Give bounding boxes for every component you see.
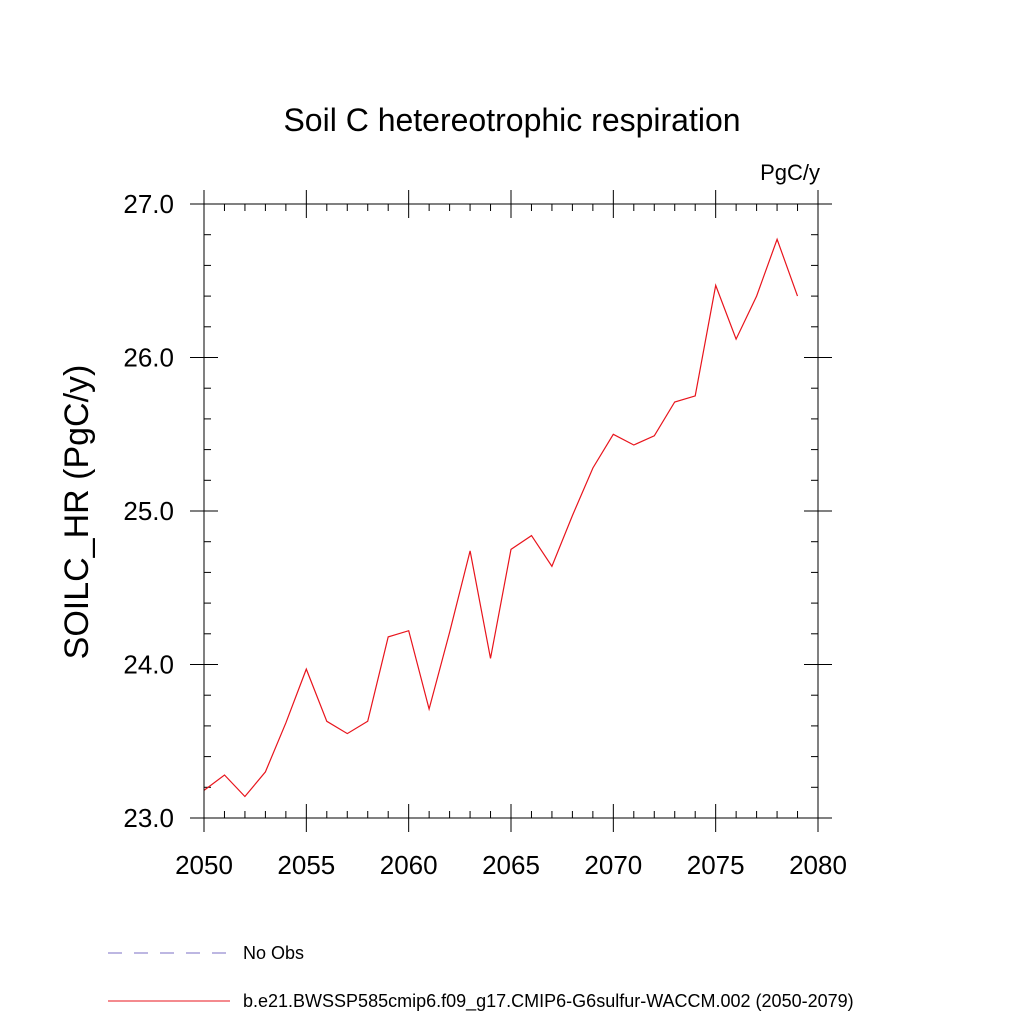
axis-tick-labels: 2050 2055 2060 2065 2070 2075 2080 23.0 24.0 25.0… xyxy=(123,189,847,880)
x-tick-label: 2050 xyxy=(175,850,233,880)
legend-label-series: b.e21.BWSSP585cmip6.f09_g17.CMIP6-G6sulf… xyxy=(243,991,854,1012)
x-tick-label: 2060 xyxy=(380,850,438,880)
x-tick-label: 2075 xyxy=(687,850,745,880)
legend: No Obs b.e21.BWSSP585cmip6.f09_g17.CMIP6… xyxy=(108,943,854,1012)
series-line xyxy=(203,237,799,798)
y-tick-label: 26.0 xyxy=(123,343,174,373)
y-tick-label: 27.0 xyxy=(123,189,174,219)
y-tick-label: 25.0 xyxy=(123,496,174,526)
y-axis-title: SOILC_HR (PgC/y) xyxy=(58,365,96,660)
units-label: PgC/y xyxy=(760,160,820,185)
plot-frame xyxy=(203,203,819,819)
axis-ticks xyxy=(190,190,832,832)
x-tick-label: 2055 xyxy=(277,850,335,880)
x-tick-label: 2070 xyxy=(584,850,642,880)
y-tick-label: 23.0 xyxy=(123,803,174,833)
x-tick-label: 2065 xyxy=(482,850,540,880)
legend-label-no-obs: No Obs xyxy=(243,943,304,963)
y-tick-label: 24.0 xyxy=(123,650,174,680)
x-tick-label: 2080 xyxy=(789,850,847,880)
chart-title: Soil C hetereotrophic respiration xyxy=(283,102,740,138)
series-layer xyxy=(203,237,799,798)
